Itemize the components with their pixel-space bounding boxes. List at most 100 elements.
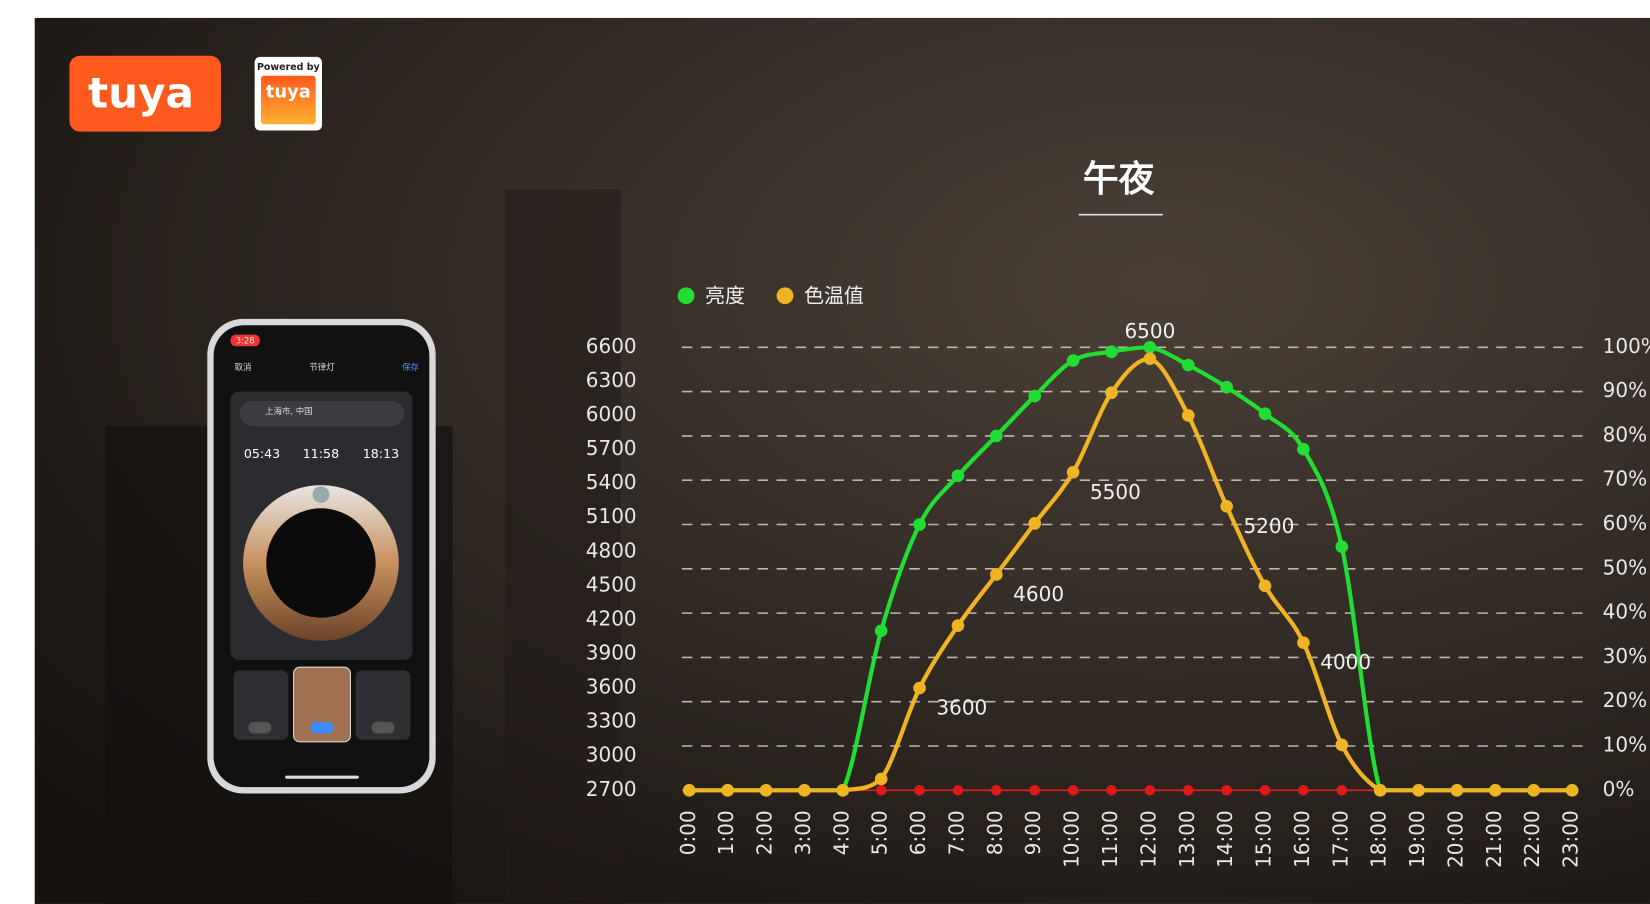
point — [990, 568, 1003, 581]
y-tick-label: 6000 — [586, 402, 637, 426]
point — [1143, 352, 1157, 365]
point — [759, 783, 773, 797]
x-tick-label: 2:00 — [753, 810, 777, 855]
y-tick-label: 2700 — [586, 777, 637, 801]
x-tick-dot — [1259, 785, 1271, 796]
y-tick-label: 6300 — [586, 368, 637, 392]
x-tick-label: 3:00 — [791, 810, 815, 855]
x-tick-dot — [1336, 785, 1348, 796]
point — [1297, 442, 1310, 456]
x-tick-dot — [875, 785, 887, 796]
point — [1258, 407, 1272, 421]
point — [874, 624, 888, 638]
x-tick-label: 10:00 — [1060, 810, 1084, 868]
x-tick-label: 16:00 — [1290, 810, 1314, 868]
x-tick-label: 8:00 — [983, 810, 1007, 855]
badge-box — [260, 75, 316, 125]
point — [1373, 783, 1387, 797]
x-tick-dot — [991, 785, 1002, 796]
x-tick-dot — [1106, 785, 1117, 796]
point — [1066, 354, 1080, 367]
y2-tick-label: 20% — [1603, 688, 1647, 712]
phone-title: 节律灯 — [309, 362, 335, 372]
x-tick-dot — [1029, 785, 1040, 796]
wall-shade — [505, 189, 621, 904]
y2-tick-label: 70% — [1603, 467, 1647, 491]
chart-title: 午夜 — [1083, 159, 1155, 200]
y2-tick-label: 0% — [1603, 777, 1635, 801]
dial-knob — [312, 486, 330, 504]
logo-text: tuya — [88, 68, 194, 117]
location: 上海市, 中国 — [265, 406, 312, 416]
x-tick-label: 20:00 — [1443, 810, 1467, 868]
point — [913, 518, 926, 531]
status-time: 3:28 — [236, 335, 255, 345]
toggle[interactable] — [248, 721, 272, 734]
y-tick-label: 5700 — [586, 436, 637, 460]
y2-tick-label: 90% — [1603, 378, 1647, 402]
y2-tick-label: 50% — [1603, 555, 1647, 579]
x-tick-label: 11:00 — [1098, 810, 1122, 868]
toggle[interactable] — [371, 721, 395, 734]
dial-center — [266, 508, 376, 618]
point — [1412, 783, 1425, 797]
x-tick-label: 1:00 — [714, 810, 738, 855]
point — [990, 429, 1003, 443]
y2-tick-label: 60% — [1603, 511, 1647, 535]
x-tick-label: 15:00 — [1252, 810, 1276, 868]
logo-box — [69, 55, 221, 132]
legend-label: 亮度 — [705, 283, 745, 307]
sun-time: 18:13 — [363, 446, 399, 461]
x-tick-dot — [1221, 785, 1232, 796]
x-tick-dot — [914, 785, 925, 796]
toggle[interactable] — [310, 721, 334, 734]
y-tick-label: 4800 — [586, 538, 637, 562]
y2-tick-label: 80% — [1603, 422, 1647, 446]
value-label: 5200 — [1243, 514, 1294, 538]
point — [1105, 386, 1118, 400]
point — [798, 783, 811, 797]
point — [874, 772, 888, 786]
x-tick-dot — [1067, 785, 1079, 796]
point — [1335, 540, 1349, 553]
x-tick-label: 12:00 — [1136, 810, 1160, 868]
status-pill — [230, 334, 260, 347]
value-label: 4000 — [1320, 650, 1371, 674]
x-tick-label: 18:00 — [1367, 810, 1391, 868]
point — [1489, 783, 1502, 797]
point — [1143, 340, 1157, 354]
point — [1335, 738, 1349, 752]
point — [1565, 783, 1579, 797]
point — [1028, 389, 1042, 403]
x-tick-label: 14:00 — [1213, 810, 1237, 868]
point — [1066, 465, 1080, 479]
value-label: 5500 — [1090, 480, 1141, 504]
point — [1105, 345, 1118, 359]
point — [951, 469, 965, 483]
y-tick-label: 3300 — [586, 709, 637, 733]
x-tick-label: 17:00 — [1328, 810, 1352, 868]
x-tick-label: 9:00 — [1021, 810, 1045, 855]
x-tick-label: 22:00 — [1520, 810, 1544, 868]
legend-marker — [677, 287, 695, 305]
point — [1181, 409, 1195, 422]
mode-button[interactable] — [233, 670, 289, 740]
y-tick-label: 3900 — [586, 641, 637, 665]
mode-button[interactable] — [355, 670, 411, 740]
x-tick-dot — [1144, 785, 1156, 796]
y-tick-label: 3000 — [586, 743, 637, 767]
x-tick-label: 23:00 — [1559, 810, 1583, 868]
y-tick-label: 5400 — [586, 470, 637, 494]
y2-tick-label: 10% — [1603, 733, 1647, 757]
y-tick-label: 3600 — [586, 675, 637, 699]
point — [1220, 500, 1233, 513]
x-tick-label: 19:00 — [1405, 810, 1429, 868]
legend-marker — [776, 287, 794, 305]
point — [1297, 636, 1310, 649]
location-pill — [239, 400, 405, 427]
point — [1450, 783, 1464, 797]
mode-button[interactable] — [293, 666, 351, 743]
sun-time: 05:43 — [244, 446, 280, 461]
x-tick-label: 4:00 — [829, 810, 853, 855]
